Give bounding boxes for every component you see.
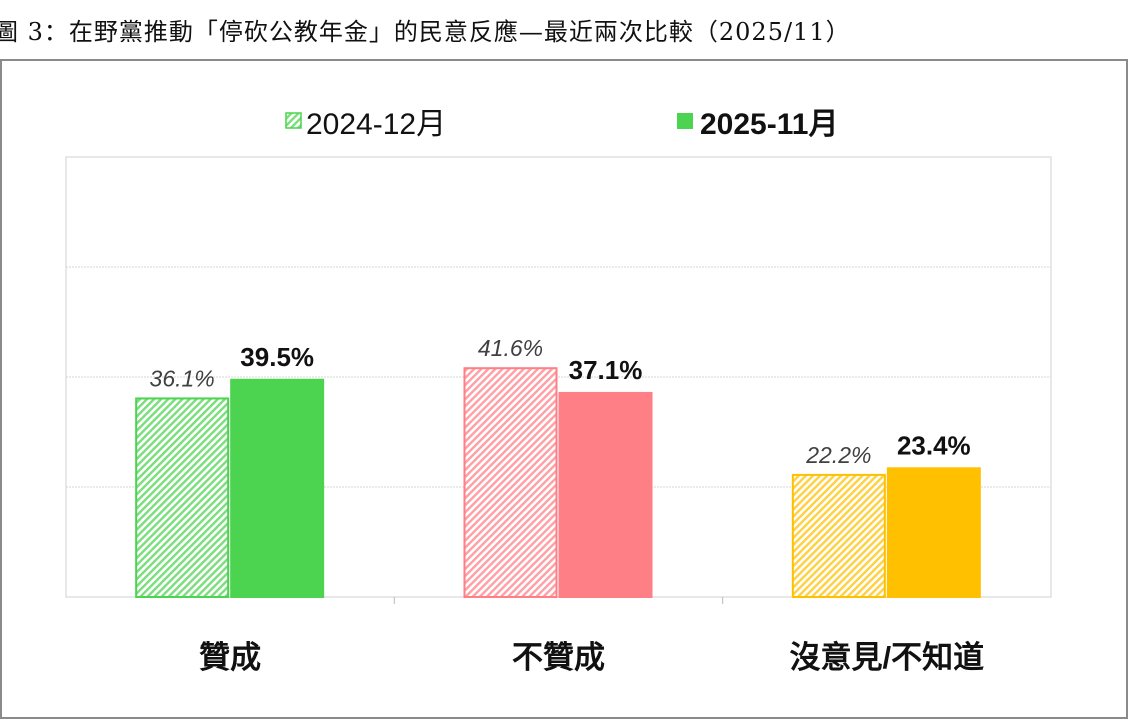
- category-label: 不贊成: [512, 640, 605, 675]
- legend-label-2025-11: 2025-11月: [700, 108, 838, 141]
- category-label: 贊成: [199, 640, 261, 675]
- bar-2025-11-2: [886, 467, 981, 598]
- bar-2025-11-1: [558, 391, 653, 599]
- bar-2024-12-1: [463, 367, 558, 599]
- bar-2024-12-0: [135, 397, 230, 599]
- legend-label-2024-12: 2024-12月: [306, 108, 446, 141]
- data-label: 23.4%: [897, 430, 971, 460]
- data-label: 22.2%: [805, 442, 871, 468]
- data-label: 39.5%: [240, 342, 314, 372]
- data-label: 41.6%: [478, 335, 543, 361]
- legend-swatch-2025-11: [677, 113, 693, 129]
- bar-2024-12-2: [791, 473, 886, 598]
- chart-frame: [0, 59, 1128, 719]
- data-label: 36.1%: [150, 365, 215, 391]
- chart-title: 圖 3：在野黨推動「停砍公教年金」的民意反應—最近兩次比較（2025/11）: [0, 18, 851, 46]
- legend-swatch-2024-12: [285, 112, 302, 129]
- category-label: 沒意見/不知道: [790, 640, 985, 675]
- data-label: 37.1%: [569, 355, 643, 385]
- bar-2025-11-0: [230, 378, 325, 598]
